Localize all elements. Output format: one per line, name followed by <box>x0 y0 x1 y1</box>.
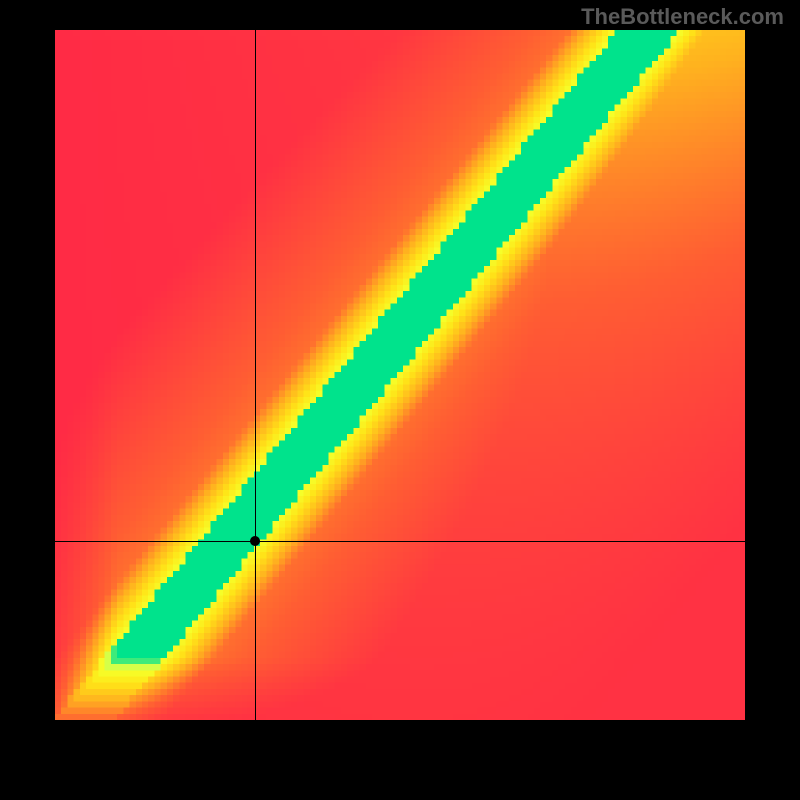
crosshair-horizontal-line <box>55 541 745 542</box>
crosshair-marker-dot <box>250 536 260 546</box>
watermark-text: TheBottleneck.com <box>581 4 784 30</box>
bottleneck-heatmap <box>55 30 745 720</box>
crosshair-vertical-line <box>255 30 256 720</box>
